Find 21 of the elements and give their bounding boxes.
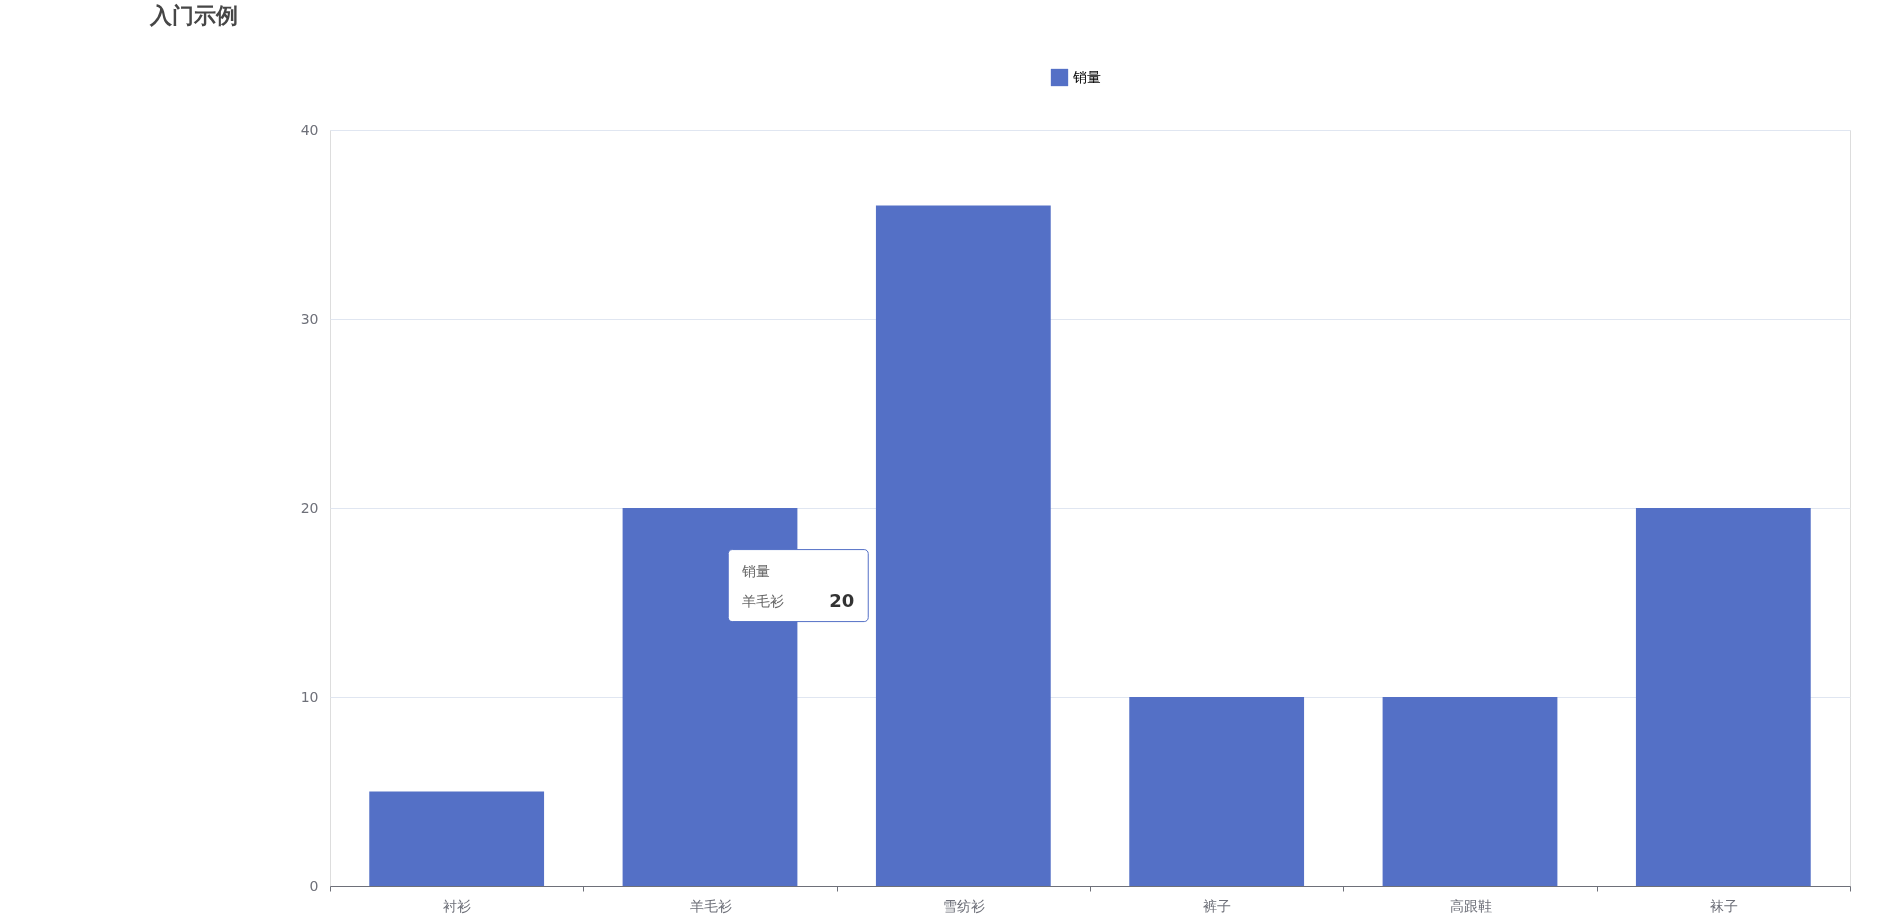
y-tick-label: 20 (300, 499, 319, 516)
y-tick-label: 40 (300, 121, 319, 138)
annotation: 羊毛衫 (742, 592, 785, 609)
y-tick-label: 10 (300, 688, 319, 705)
y-tick-label: 0 (309, 877, 319, 894)
chart-title: 入门示例 (149, 3, 238, 28)
bar (875, 205, 1051, 886)
annotation: 销量 (741, 562, 771, 579)
x-tick-label: 裤子 (1203, 897, 1232, 914)
bar (1129, 697, 1305, 886)
bar (1382, 697, 1558, 886)
x-tick-label: 衬衫 (443, 897, 472, 914)
legend-label: 销量 (1072, 68, 1101, 85)
x-tick-label: 高跟鞋 (1449, 897, 1492, 914)
bar (369, 791, 545, 886)
y-tick-label: 30 (300, 310, 319, 327)
bar (1635, 508, 1811, 886)
x-tick-label: 羊毛衫 (689, 897, 732, 914)
annotation: 20 (829, 589, 855, 611)
x-tick-label: 袜子 (1709, 897, 1738, 914)
x-tick-label: 雪纺衫 (942, 897, 985, 914)
